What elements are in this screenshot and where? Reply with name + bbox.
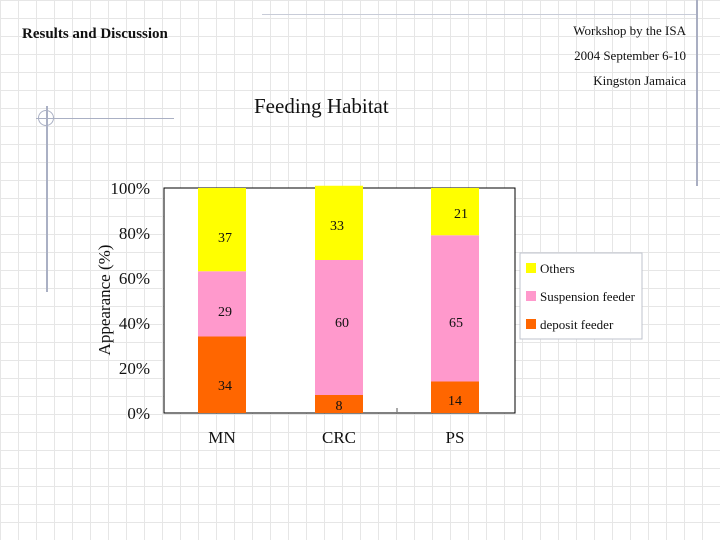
x-tick-label: MN [208, 428, 235, 447]
x-tick-label: PS [446, 428, 465, 447]
data-label-crc-others: 33 [330, 219, 344, 234]
y-tick-label: 40% [119, 314, 150, 333]
chart-title: Feeding Habitat [254, 94, 389, 118]
legend-box [519, 252, 643, 340]
section-heading: Results and Discussion [22, 26, 168, 42]
legend-swatch-suspension-feeder [526, 291, 536, 301]
legend-swatch-others [526, 263, 536, 273]
y-tick-label: 80% [119, 224, 150, 243]
bar-crc-deposit-feeder [315, 395, 363, 413]
y-axis-label: Appearance (%) [95, 245, 114, 356]
data-label-crc-deposit-feeder: 8 [336, 399, 343, 414]
bar-crc-others [315, 185, 363, 260]
x-tick-label: CRC [322, 428, 356, 447]
legend-label-suspension-feeder: Suspension feeder [540, 289, 636, 304]
workshop-title: Workshop by the ISA [573, 23, 686, 38]
y-tick-label: 0% [127, 404, 150, 423]
y-tick-label: 20% [119, 359, 150, 378]
workshop-info: Workshop by the ISA 2004 September 6-10 … [573, 18, 686, 93]
bar-mn-others [198, 188, 246, 272]
bar-mn-suspension-feeder [198, 271, 246, 337]
data-label-crc-suspension-feeder: 60 [335, 316, 349, 331]
data-label-ps-others: 21 [454, 207, 468, 222]
decorative-right-line [696, 0, 698, 186]
data-label-mn-deposit-feeder: 34 [218, 379, 232, 394]
legend-label-deposit-feeder: deposit feeder [540, 317, 614, 332]
decorative-left-vertical-line [46, 106, 48, 292]
decorative-circle [38, 110, 54, 126]
workshop-location: Kingston Jamaica [593, 73, 686, 88]
data-label-ps-suspension-feeder: 65 [449, 316, 463, 331]
bar-mn-deposit-feeder [198, 336, 246, 413]
decorative-left-horizontal-line [36, 118, 174, 119]
bar-ps-suspension-feeder [431, 235, 479, 382]
legend-label-others: Others [540, 261, 575, 276]
y-tick-label: 100% [110, 179, 150, 198]
bar-ps-deposit-feeder [431, 381, 479, 413]
data-label-mn-suspension-feeder: 29 [218, 305, 232, 320]
bar-crc-suspension-feeder [315, 260, 363, 395]
data-label-mn-others: 37 [218, 231, 232, 246]
bar-ps-others [431, 188, 479, 236]
decorative-top-line [262, 0, 696, 15]
y-tick-label: 60% [119, 269, 150, 288]
data-label-ps-deposit-feeder: 14 [448, 394, 462, 409]
workshop-dates: 2004 September 6-10 [574, 48, 686, 63]
legend-swatch-deposit-feeder [526, 319, 536, 329]
